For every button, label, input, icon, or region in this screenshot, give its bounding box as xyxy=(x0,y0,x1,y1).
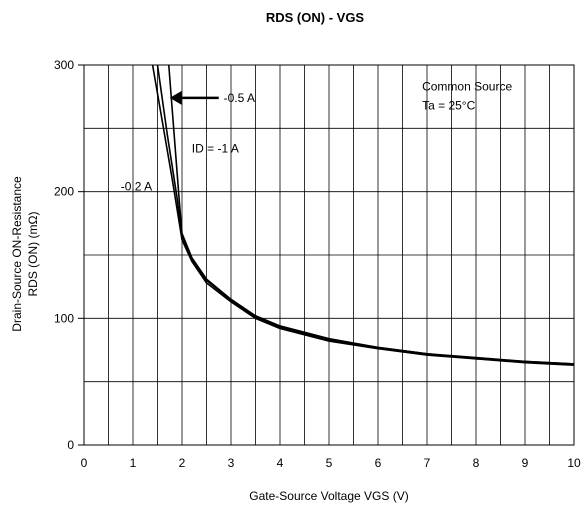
series-line-2 xyxy=(156,64,575,365)
x-tick-label: 9 xyxy=(522,456,529,470)
series-line-3 xyxy=(167,64,575,365)
x-tick-label: 8 xyxy=(473,456,480,470)
x-tick-label: 6 xyxy=(375,456,382,470)
x-tick-label: 4 xyxy=(277,456,284,470)
annotation-label: ID = -1 A xyxy=(192,142,239,156)
annotation-label: Common Source xyxy=(422,80,512,94)
y-axis-label-line2: RDS (ON) (mΩ) xyxy=(26,212,40,297)
chart-title: RDS (ON) - VGS xyxy=(266,10,365,25)
series-lines xyxy=(151,64,575,366)
x-tick-label: 7 xyxy=(424,456,431,470)
x-tick-label: 2 xyxy=(179,456,186,470)
y-tick-label: 100 xyxy=(54,311,74,325)
x-axis-label: Gate-Source Voltage VGS (V) xyxy=(249,489,408,503)
annotation-label: -0.5 A xyxy=(224,91,255,105)
annotation-arrow-head xyxy=(169,90,182,105)
x-tick-label: 10 xyxy=(567,456,581,470)
annotations: Common Source Ta = 25°C -0.5 A ID = -1 A -0.… xyxy=(121,80,513,194)
grid-lines xyxy=(84,65,574,445)
plot-frame xyxy=(83,64,575,446)
y-tick-label: 300 xyxy=(54,58,74,72)
y-tick-label: 200 xyxy=(54,185,74,199)
annotation-label: -0.2 A xyxy=(121,180,152,194)
x-tick-label: 5 xyxy=(326,456,333,470)
x-tick-label: 0 xyxy=(81,456,88,470)
x-tick-label: 3 xyxy=(228,456,235,470)
x-tick-label: 1 xyxy=(130,456,137,470)
series-line-1 xyxy=(151,64,575,366)
annotation-label: Ta = 25°C xyxy=(422,99,475,113)
y-axis-label-line1: Drain-Source ON-Resistance xyxy=(10,176,24,332)
y-tick-label: 0 xyxy=(67,438,74,452)
